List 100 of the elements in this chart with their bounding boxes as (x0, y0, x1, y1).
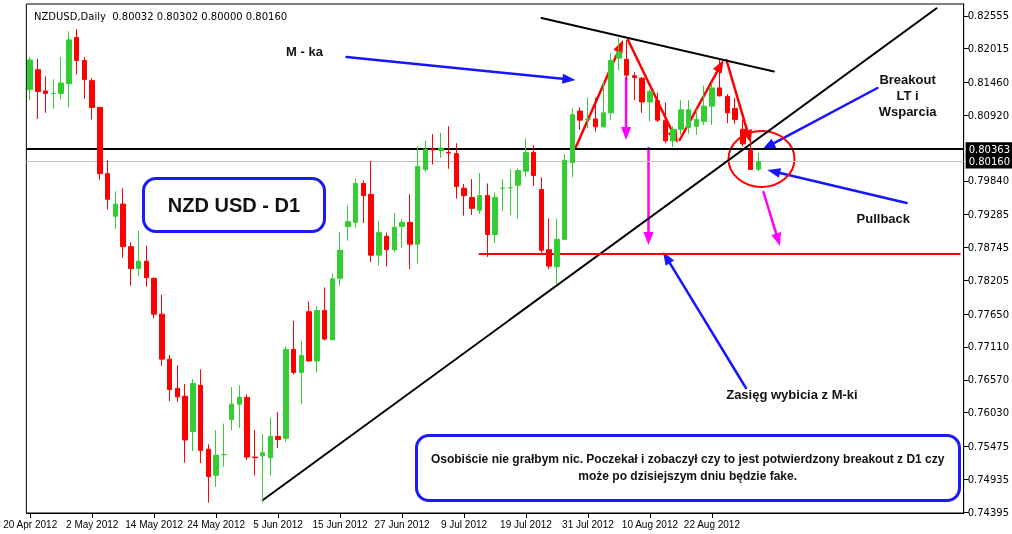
candlestick (82, 56, 87, 100)
candlestick (531, 144, 536, 187)
x-tick-label: 15 Jun 2012 (312, 518, 369, 530)
candlestick (415, 145, 420, 265)
candlestick (585, 97, 591, 129)
candlestick (376, 220, 382, 266)
candlestick (175, 364, 180, 403)
candlestick (244, 393, 250, 461)
candlestick (345, 204, 351, 242)
x-tick-label: 5 Jun 2012 (253, 518, 304, 530)
candlestick (167, 354, 172, 402)
candlestick (523, 137, 529, 178)
annotation: NZD USD - D1 (166, 192, 302, 218)
ref-line-label: 0.80160 (968, 156, 1011, 167)
candlestick (554, 218, 560, 286)
candlestick (283, 345, 289, 443)
candlestick (694, 108, 699, 136)
candlestick (260, 433, 265, 504)
y-tick-label: 0.77110 (967, 341, 1010, 353)
candlestick (120, 187, 126, 259)
candlestick (237, 384, 242, 429)
candlestick (725, 93, 730, 124)
candlestick (740, 119, 746, 147)
candlestick (330, 272, 335, 341)
y-tick-label: 0.74395 (967, 506, 1010, 518)
candlestick (701, 84, 707, 126)
candlestick (399, 218, 405, 249)
candlestick (337, 231, 343, 287)
candlestick (601, 81, 606, 128)
candlestick (709, 83, 715, 126)
candlestick (43, 75, 48, 114)
candlestick (717, 59, 722, 97)
candlestick (446, 125, 451, 170)
candlestick (686, 99, 691, 135)
candlestick (647, 88, 653, 122)
candlestick (469, 178, 475, 216)
text: NZDUSD,Daily 0.80032 0.80302 0.80000 0.80160 (34, 10, 288, 22)
candlestick (229, 386, 234, 431)
candlestick (151, 277, 157, 319)
candlestick (368, 160, 374, 263)
x-tick-label: 19 Jul 2012 (500, 518, 553, 530)
candlestick (639, 76, 645, 114)
candlestick (190, 378, 196, 452)
annotation: Osobiście nie grałbym nic. Poczekał i zobaczył czy to jest potwierdzony breakout z D1 czy może po dzisiejszym dniu będzie fake. (429, 451, 946, 485)
candlestick (461, 183, 467, 217)
candlestick (322, 286, 327, 341)
candlestick (663, 102, 668, 144)
candlestick (748, 137, 753, 171)
y-tick-label: 0.75475 (967, 440, 1010, 452)
candlestick (27, 56, 33, 101)
y-tick-label: 0.76030 (967, 407, 1010, 419)
candlestick (608, 52, 614, 121)
candlestick (508, 168, 513, 216)
annotation: Zasięg wybicia z M-ki (726, 387, 858, 402)
y-tick-label: 0.80920 (967, 109, 1010, 121)
candlestick (678, 99, 684, 136)
candlestick (89, 77, 95, 121)
candlestick (632, 71, 637, 101)
candlestick (593, 97, 598, 133)
candlestick (423, 140, 428, 173)
candlestick (438, 132, 444, 159)
candlestick (314, 305, 320, 374)
candlestick (392, 212, 397, 253)
y-tick-label: 0.77650 (967, 308, 1010, 320)
candlestick (291, 320, 296, 375)
candlestick (221, 423, 227, 468)
annotation: Breakout LT i Wsparcia (878, 72, 937, 119)
y-tick-label: 0.82555 (967, 10, 1010, 22)
candlestick (454, 142, 459, 200)
y-tick-label: 0.79285 (967, 209, 1010, 221)
candlestick (275, 411, 281, 449)
candlestick (105, 159, 110, 211)
candlestick (51, 78, 56, 110)
candlestick (128, 241, 134, 287)
y-tick-label: 0.74935 (967, 473, 1010, 485)
candlestick (500, 178, 505, 212)
y-tick-label: 0.76570 (967, 374, 1010, 386)
candlestick (515, 167, 521, 220)
x-tick-label: 24 May 2012 (187, 518, 246, 530)
y-tick-label: 0.78745 (967, 242, 1010, 254)
candlestick (206, 443, 211, 504)
y-tick-label: 0.79840 (967, 175, 1010, 187)
x-tick-label: 10 Aug 2012 (621, 518, 679, 530)
candlestick (562, 153, 567, 241)
x-tick-label: 27 Jun 2012 (374, 518, 430, 530)
candlestick (756, 152, 761, 172)
candlestick (182, 383, 188, 464)
candlestick (477, 172, 482, 215)
candlestick (113, 190, 118, 230)
candlestick (97, 106, 103, 181)
candlestick (655, 92, 660, 123)
annotation: M - ka (286, 44, 323, 59)
candlestick (570, 107, 575, 178)
ref-line-label: 0.80363 (968, 143, 1011, 155)
annotation: Pullback (856, 211, 911, 226)
y-tick-label: 0.82015 (967, 43, 1010, 55)
candlestick (492, 192, 498, 244)
x-tick-label: 2 May 2012 (66, 518, 119, 530)
candlestick (306, 300, 312, 363)
candlestick (74, 28, 79, 76)
